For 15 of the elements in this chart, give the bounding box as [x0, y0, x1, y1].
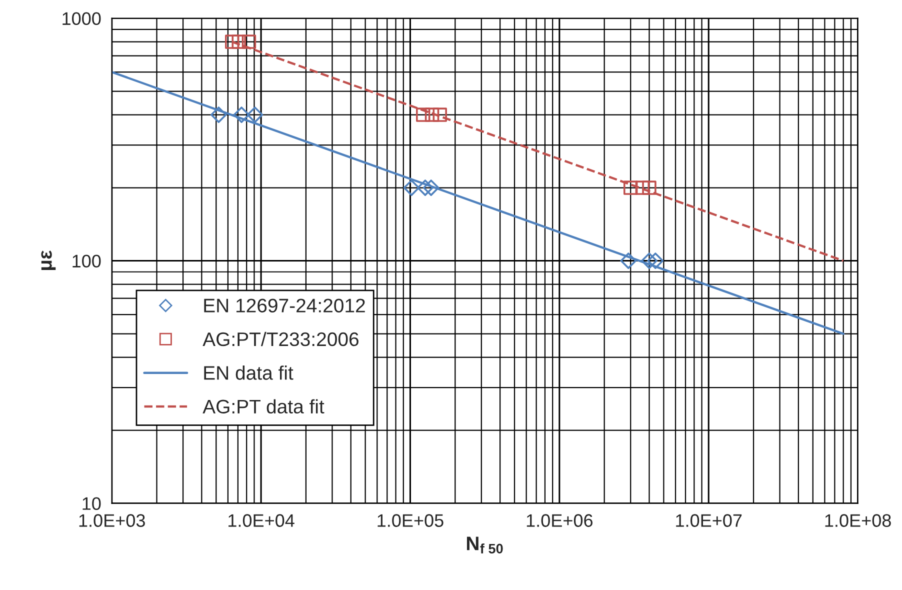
legend-label: AG:PT data fit	[202, 399, 324, 414]
x-tick-label: 1.0E+05	[378, 514, 444, 527]
y-tick-label: 1000	[62, 12, 101, 26]
x-tick-label: 1.0E+06	[526, 514, 593, 527]
y-tick-label: 100	[72, 254, 101, 268]
x-tick-label: 1.0E+07	[676, 514, 742, 527]
y-axis-title: με	[41, 250, 56, 270]
x-axis-title: N$_{f 50}$	[466, 536, 503, 554]
y-tick-label: 10	[82, 497, 101, 510]
x-tick-label: 1.0E+03	[79, 514, 145, 527]
x-tick-label: 1.0E+08	[825, 514, 891, 527]
x-tick-label: 1.0E+04	[228, 514, 294, 527]
legend-label: AG:PT/T233:2006	[202, 332, 358, 346]
legend-label: EN 12697-24:2012	[204, 298, 365, 312]
legend-label: EN data fit	[204, 366, 294, 380]
